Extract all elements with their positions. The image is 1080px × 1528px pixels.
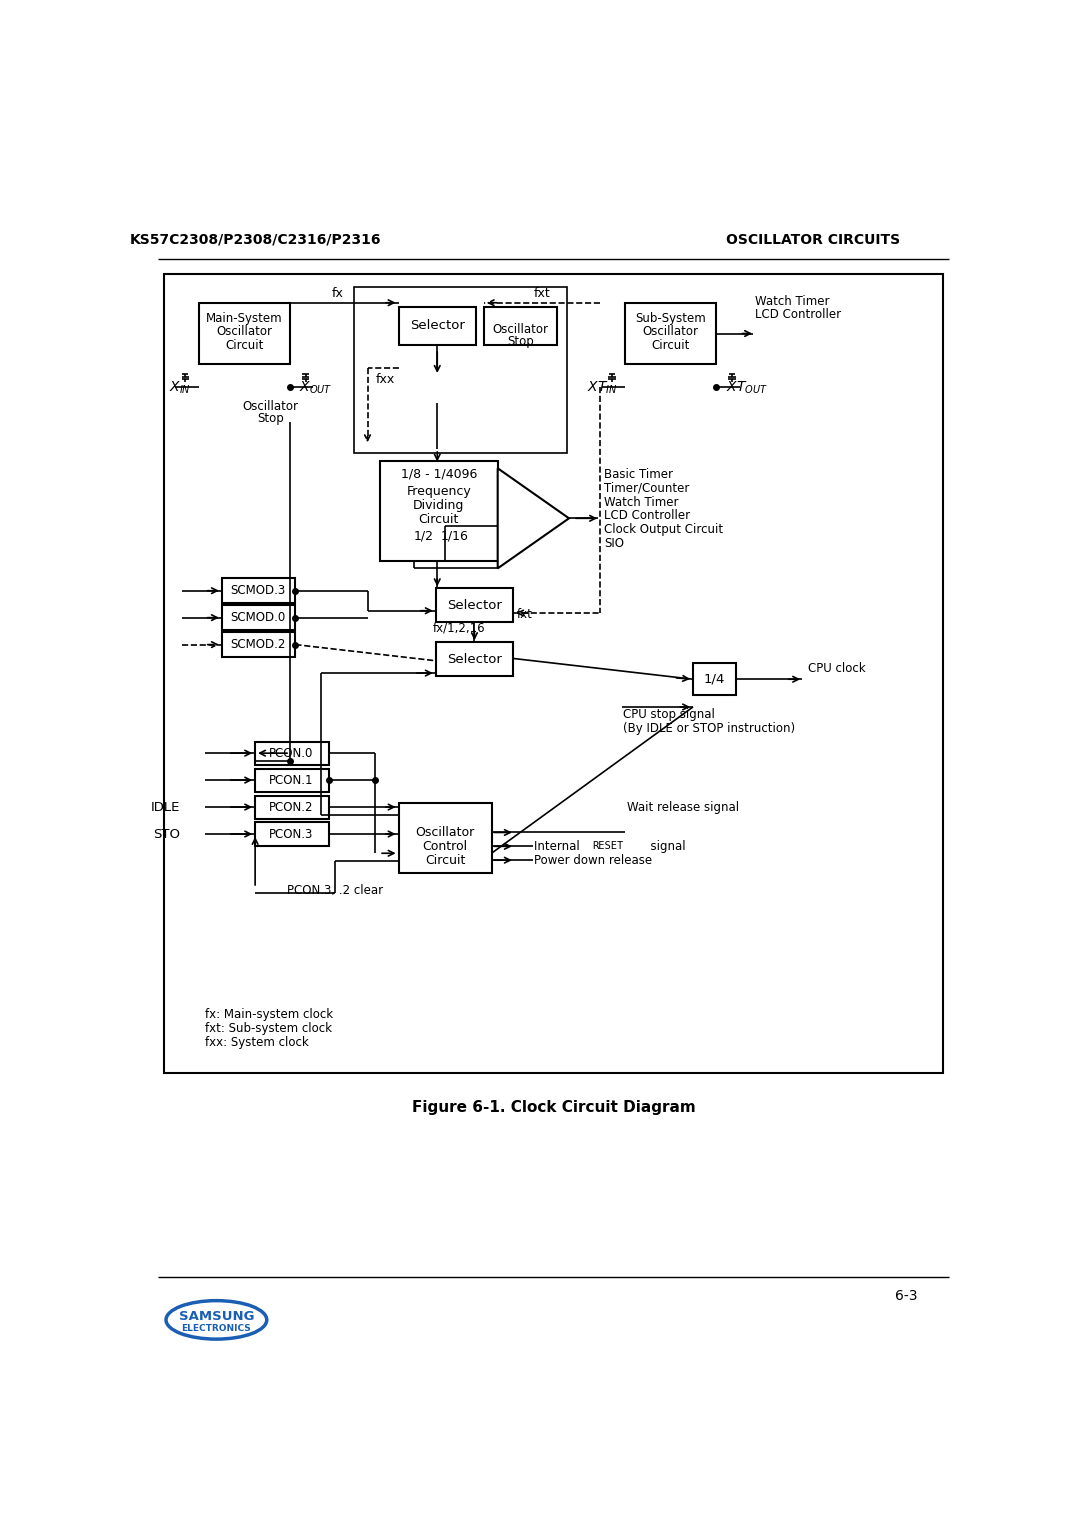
Text: ELECTRONICS: ELECTRONICS (181, 1323, 252, 1332)
Text: fx: Main-system clock: fx: Main-system clock (205, 1008, 333, 1021)
Bar (435, 642, 513, 677)
Bar (221, 579, 296, 604)
Text: Selector: Selector (409, 319, 464, 332)
Text: $X_{IN}$: $X_{IN}$ (168, 379, 191, 396)
Text: Dividing: Dividing (414, 498, 464, 512)
Text: Control: Control (422, 840, 468, 853)
Text: KS57C2308/P2308/C2316/P2316: KS57C2308/P2308/C2316/P2316 (130, 232, 381, 246)
Bar (693, 663, 735, 695)
Text: PCON.1: PCON.1 (269, 773, 314, 787)
Text: 1/2: 1/2 (414, 530, 433, 542)
Text: Basic Timer: Basic Timer (604, 468, 673, 481)
Text: SCMOD.3: SCMOD.3 (231, 584, 286, 597)
Bar (255, 741, 328, 764)
Bar (255, 822, 328, 845)
Text: Wait release signal: Wait release signal (627, 801, 739, 813)
Ellipse shape (166, 1300, 267, 1339)
Text: SIO: SIO (604, 538, 624, 550)
Text: LCD Controller: LCD Controller (755, 307, 841, 321)
Text: Oscillator: Oscillator (492, 322, 549, 336)
Bar (255, 796, 328, 819)
Text: CPU clock: CPU clock (808, 662, 865, 675)
Text: Circuit: Circuit (424, 854, 465, 866)
Text: fxx: System clock: fxx: System clock (205, 1036, 309, 1050)
Text: Oscillator: Oscillator (243, 400, 299, 413)
Bar (484, 307, 557, 345)
Text: Selector: Selector (447, 599, 502, 611)
Text: PCON.0: PCON.0 (269, 747, 313, 759)
Bar (353, 287, 567, 452)
Text: 6-3: 6-3 (895, 1290, 918, 1303)
Text: fxt: fxt (534, 287, 550, 299)
Text: Frequency: Frequency (406, 484, 471, 498)
Text: Power down release: Power down release (535, 854, 652, 866)
Text: $XT_{OUT}$: $XT_{OUT}$ (726, 379, 768, 396)
Text: 1/4: 1/4 (704, 672, 725, 686)
Text: SAMSUNG: SAMSUNG (178, 1309, 254, 1323)
Bar (164, 274, 943, 1073)
Text: STO: STO (153, 828, 180, 840)
Text: SCMOD.0: SCMOD.0 (231, 611, 286, 623)
Text: OSCILLATOR CIRCUITS: OSCILLATOR CIRCUITS (726, 232, 901, 246)
Text: Watch Timer: Watch Timer (755, 295, 829, 307)
Text: Oscillator: Oscillator (216, 325, 272, 339)
Text: (By IDLE or STOP instruction): (By IDLE or STOP instruction) (623, 723, 795, 735)
Bar (625, 303, 716, 364)
Text: Watch Timer: Watch Timer (604, 495, 678, 509)
Bar (255, 769, 328, 792)
Text: fxt: Sub-system clock: fxt: Sub-system clock (205, 1022, 332, 1036)
Text: 1/8 - 1/4096: 1/8 - 1/4096 (401, 468, 477, 481)
Text: Sub-System: Sub-System (635, 312, 706, 324)
Text: Main-System: Main-System (206, 312, 283, 324)
Text: fxt: fxt (517, 608, 532, 620)
Bar (435, 588, 513, 622)
Text: Stop: Stop (257, 413, 284, 425)
Text: Circuit: Circuit (225, 339, 264, 353)
Text: $XT_{IN}$: $XT_{IN}$ (586, 379, 617, 396)
Text: Clock Output Circuit: Clock Output Circuit (604, 524, 723, 536)
Text: Selector: Selector (447, 652, 502, 666)
Text: Circuit: Circuit (651, 339, 690, 353)
Bar (380, 460, 498, 561)
Text: $X_{OUT}$: $X_{OUT}$ (299, 379, 333, 396)
Text: SCMOD.2: SCMOD.2 (230, 639, 286, 651)
Text: CPU stop signal: CPU stop signal (623, 707, 715, 721)
Bar (399, 307, 476, 345)
Bar (221, 605, 296, 630)
Text: 1/16: 1/16 (441, 530, 469, 542)
Text: Stop: Stop (507, 336, 534, 348)
Text: Oscillator: Oscillator (643, 325, 699, 339)
Text: PCON.3: PCON.3 (269, 828, 313, 840)
Bar (399, 804, 491, 872)
Text: Figure 6-1. Clock Circuit Diagram: Figure 6-1. Clock Circuit Diagram (411, 1100, 696, 1115)
Bar (199, 303, 291, 364)
Text: signal: signal (643, 840, 685, 853)
Text: PCON.3, .2 clear: PCON.3, .2 clear (287, 883, 383, 897)
Text: fx: fx (333, 287, 345, 299)
Text: Oscillator: Oscillator (416, 827, 474, 839)
Polygon shape (498, 468, 569, 568)
Text: Timer/Counter: Timer/Counter (604, 481, 689, 495)
Text: fx/1,2,16: fx/1,2,16 (433, 622, 485, 636)
Text: Internal: Internal (535, 840, 588, 853)
Text: RESET: RESET (592, 842, 623, 851)
Text: LCD Controller: LCD Controller (604, 509, 690, 523)
Bar (221, 633, 296, 657)
Text: PCON.2: PCON.2 (269, 801, 314, 813)
Text: fxx: fxx (375, 373, 394, 387)
Text: Circuit: Circuit (419, 512, 459, 526)
Text: IDLE: IDLE (150, 801, 180, 813)
